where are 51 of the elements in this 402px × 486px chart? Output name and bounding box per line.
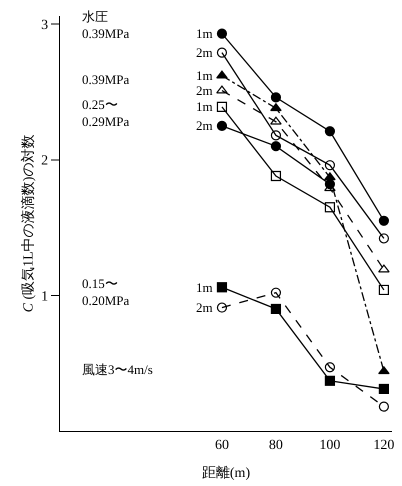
point	[216, 120, 228, 131]
point	[324, 202, 336, 212]
point	[270, 103, 282, 112]
point	[324, 362, 336, 372]
annotation: 0.25〜 0.29MPa	[82, 97, 130, 129]
point	[216, 70, 228, 79]
point	[216, 302, 228, 313]
point	[378, 366, 390, 374]
point	[216, 48, 228, 58]
series-label: 1m	[196, 68, 213, 83]
x-tick-label: 100	[319, 438, 340, 453]
point	[378, 401, 389, 412]
y-tick-label: 2	[41, 154, 48, 169]
point	[324, 376, 336, 386]
point	[270, 304, 282, 314]
x-axis-title: 距離(m)	[202, 465, 250, 482]
point	[324, 126, 336, 136]
point	[324, 179, 336, 190]
series-label: 2m	[196, 300, 213, 315]
y-tick-label: 3	[41, 18, 48, 34]
x-tick-label: 80	[268, 438, 283, 453]
x-tick-label: 120	[373, 438, 394, 453]
series-label: 2m	[196, 45, 213, 60]
x-tick-label: 60	[214, 438, 229, 453]
point	[324, 160, 336, 170]
point	[270, 288, 282, 298]
annotation: 風速3〜4m/s	[82, 362, 153, 377]
point	[270, 170, 282, 182]
point	[378, 384, 389, 394]
y-tick-label: 1	[41, 289, 48, 304]
point	[270, 92, 282, 102]
annotation: 0.39MPa	[82, 72, 130, 87]
point	[378, 284, 389, 296]
annotation: 0.39MPa	[82, 26, 130, 41]
point	[378, 233, 389, 244]
point	[216, 282, 228, 292]
point	[216, 28, 228, 39]
series-label: 1m	[196, 99, 213, 114]
point	[378, 216, 389, 226]
y-axis-title: C (吸気1L中の液滴数)の対数	[20, 134, 37, 312]
point	[216, 102, 228, 112]
series-label: 1m	[196, 280, 213, 295]
point	[270, 116, 282, 125]
series-label: 1m	[196, 26, 213, 41]
point	[270, 141, 282, 152]
series-label: 2m	[196, 118, 213, 133]
point	[270, 130, 282, 140]
annotation: 水圧	[82, 9, 108, 24]
annotation: 0.15〜 0.20MPa	[82, 276, 130, 308]
point	[216, 85, 228, 94]
series-label: 2m	[196, 83, 213, 98]
